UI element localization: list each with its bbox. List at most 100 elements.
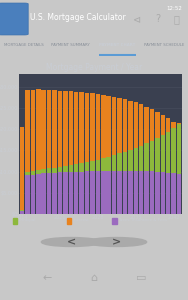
Bar	[123, 170, 127, 214]
Bar	[139, 171, 143, 214]
Bar	[36, 174, 41, 214]
Bar	[47, 90, 51, 168]
Bar	[67, 218, 71, 224]
Bar	[47, 173, 51, 214]
Bar	[128, 101, 133, 150]
Bar	[42, 169, 46, 173]
Bar	[25, 175, 30, 214]
Text: Mortgage Payment / Year: Mortgage Payment / Year	[46, 62, 142, 71]
Bar	[47, 168, 51, 173]
Bar	[177, 174, 181, 214]
Bar	[123, 99, 127, 152]
Bar	[36, 170, 41, 174]
Bar	[106, 157, 111, 171]
Bar	[52, 173, 57, 214]
Bar	[63, 166, 68, 172]
Text: >: >	[112, 237, 121, 247]
Text: ←: ←	[42, 273, 52, 283]
Bar	[79, 163, 84, 172]
Bar	[139, 104, 143, 146]
Bar	[117, 153, 122, 170]
Text: PAYMENT SCHEDULE: PAYMENT SCHEDULE	[144, 43, 185, 47]
Bar	[90, 171, 95, 214]
Bar	[150, 171, 154, 214]
Bar	[25, 172, 30, 175]
Text: PAYMENT SUMMARY: PAYMENT SUMMARY	[51, 43, 90, 47]
Bar	[171, 122, 176, 128]
Text: ⓘ: ⓘ	[174, 14, 180, 24]
Bar	[161, 115, 165, 135]
Bar	[106, 96, 111, 157]
Text: ?: ?	[155, 14, 161, 24]
Bar	[52, 90, 57, 167]
Bar	[25, 90, 30, 172]
Bar	[90, 94, 95, 160]
Bar	[177, 123, 181, 124]
Text: 12:52: 12:52	[167, 6, 182, 11]
Bar	[128, 170, 133, 214]
Text: ▭: ▭	[136, 273, 146, 283]
Bar	[166, 173, 171, 214]
Bar	[31, 175, 35, 214]
Bar	[85, 93, 89, 162]
Bar	[42, 173, 46, 214]
Bar	[101, 171, 105, 214]
Bar	[155, 172, 160, 214]
Bar	[96, 160, 100, 171]
Bar	[106, 171, 111, 214]
Text: <: <	[67, 237, 76, 247]
Bar	[144, 106, 149, 143]
Text: PAYMENT CHART: PAYMENT CHART	[99, 43, 136, 47]
Text: ⌂: ⌂	[90, 273, 98, 283]
Text: Principal: Principal	[19, 218, 37, 222]
Bar	[112, 155, 116, 171]
Bar	[58, 167, 62, 172]
Bar	[133, 148, 138, 170]
Bar	[85, 171, 89, 214]
Circle shape	[41, 238, 102, 247]
Bar	[52, 167, 57, 173]
Bar	[112, 97, 116, 155]
Bar	[155, 138, 160, 172]
Bar	[133, 170, 138, 214]
FancyBboxPatch shape	[0, 3, 28, 35]
Bar	[74, 164, 78, 172]
Bar	[31, 171, 35, 175]
Bar	[74, 172, 78, 214]
Bar	[171, 128, 176, 173]
Text: Taxes, Insurance & Fees: Taxes, Insurance & Fees	[118, 218, 167, 222]
Bar	[117, 98, 122, 153]
Bar	[166, 118, 171, 132]
Bar	[101, 158, 105, 171]
Bar	[96, 171, 100, 214]
Bar	[31, 90, 35, 171]
Bar	[20, 211, 24, 214]
Bar	[79, 92, 84, 163]
Bar	[74, 92, 78, 164]
Bar	[112, 171, 116, 214]
Bar	[161, 172, 165, 214]
Bar	[161, 135, 165, 172]
Bar	[58, 172, 62, 214]
Bar	[128, 150, 133, 170]
Bar	[36, 89, 41, 170]
Bar	[166, 132, 171, 173]
Bar	[96, 94, 100, 160]
Bar	[69, 165, 73, 172]
Bar	[177, 124, 181, 174]
Bar	[150, 109, 154, 141]
Bar	[117, 170, 122, 214]
Bar	[171, 173, 176, 214]
Text: U.S. Mortgage Calculator: U.S. Mortgage Calculator	[30, 13, 126, 22]
Text: MORTGAGE DETAILS: MORTGAGE DETAILS	[4, 43, 43, 47]
Bar	[144, 171, 149, 214]
Bar	[85, 162, 89, 171]
Circle shape	[86, 238, 147, 247]
Bar	[90, 160, 95, 171]
Bar	[112, 218, 117, 224]
Bar	[63, 172, 68, 214]
Bar	[150, 141, 154, 171]
Bar	[123, 152, 127, 170]
Bar	[155, 112, 160, 138]
Bar	[13, 218, 17, 224]
